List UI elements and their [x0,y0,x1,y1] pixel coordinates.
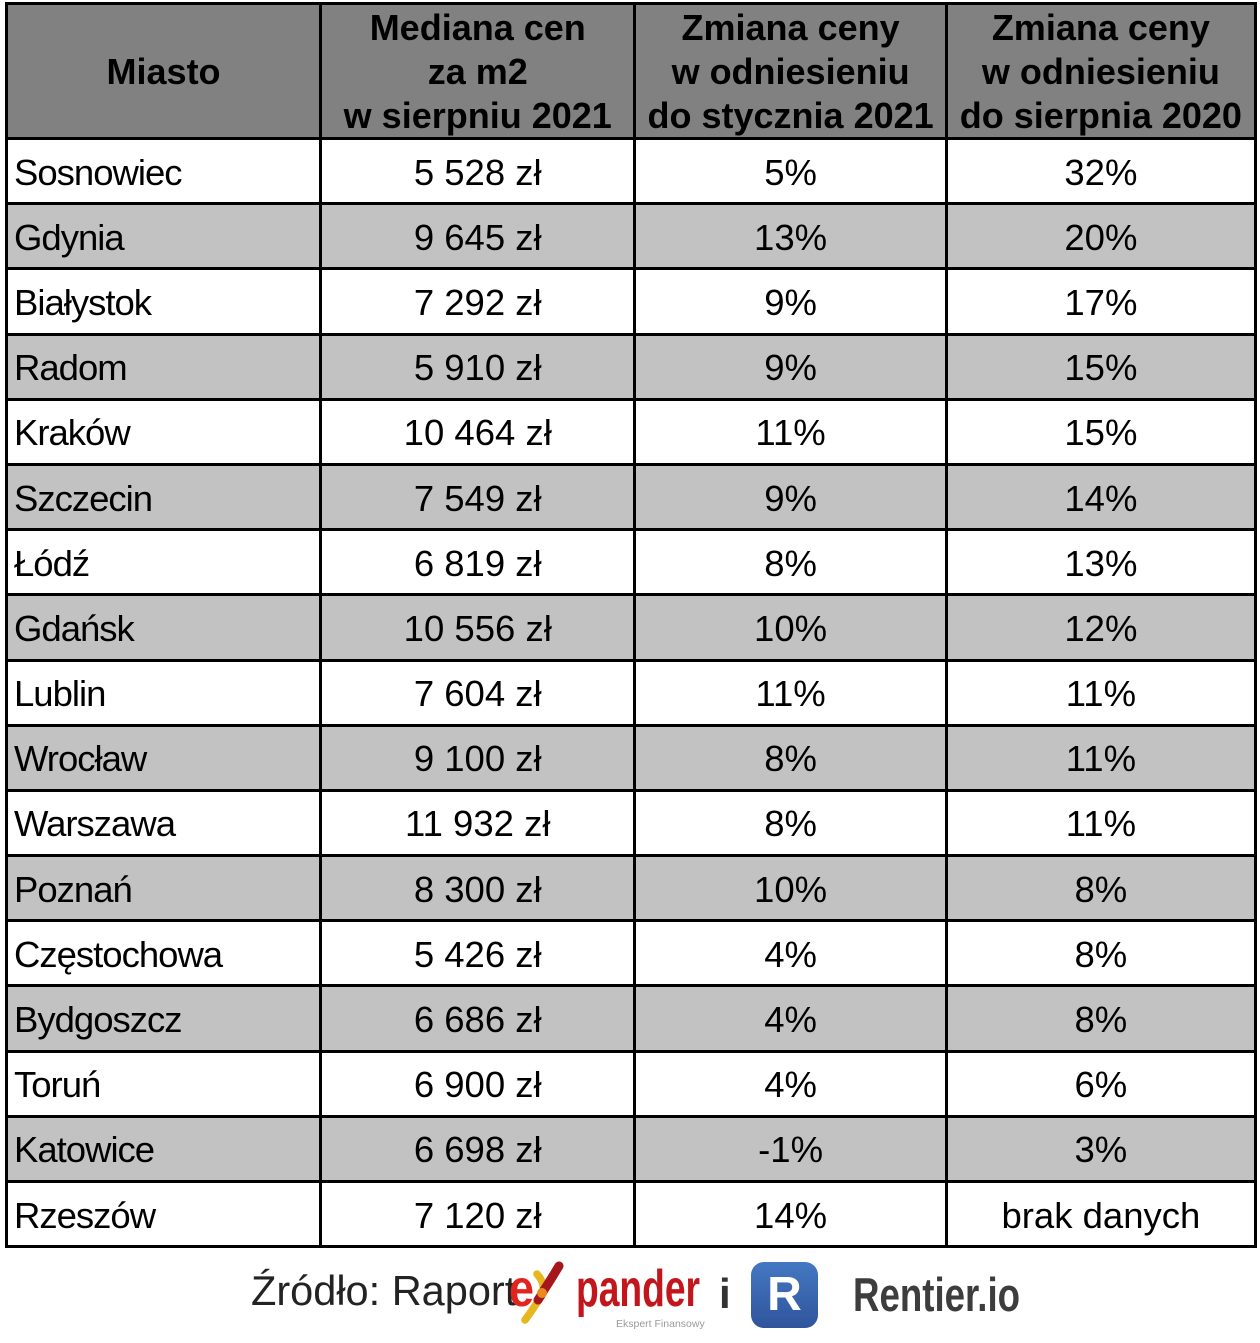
svg-text:pander: pander [576,1260,700,1318]
